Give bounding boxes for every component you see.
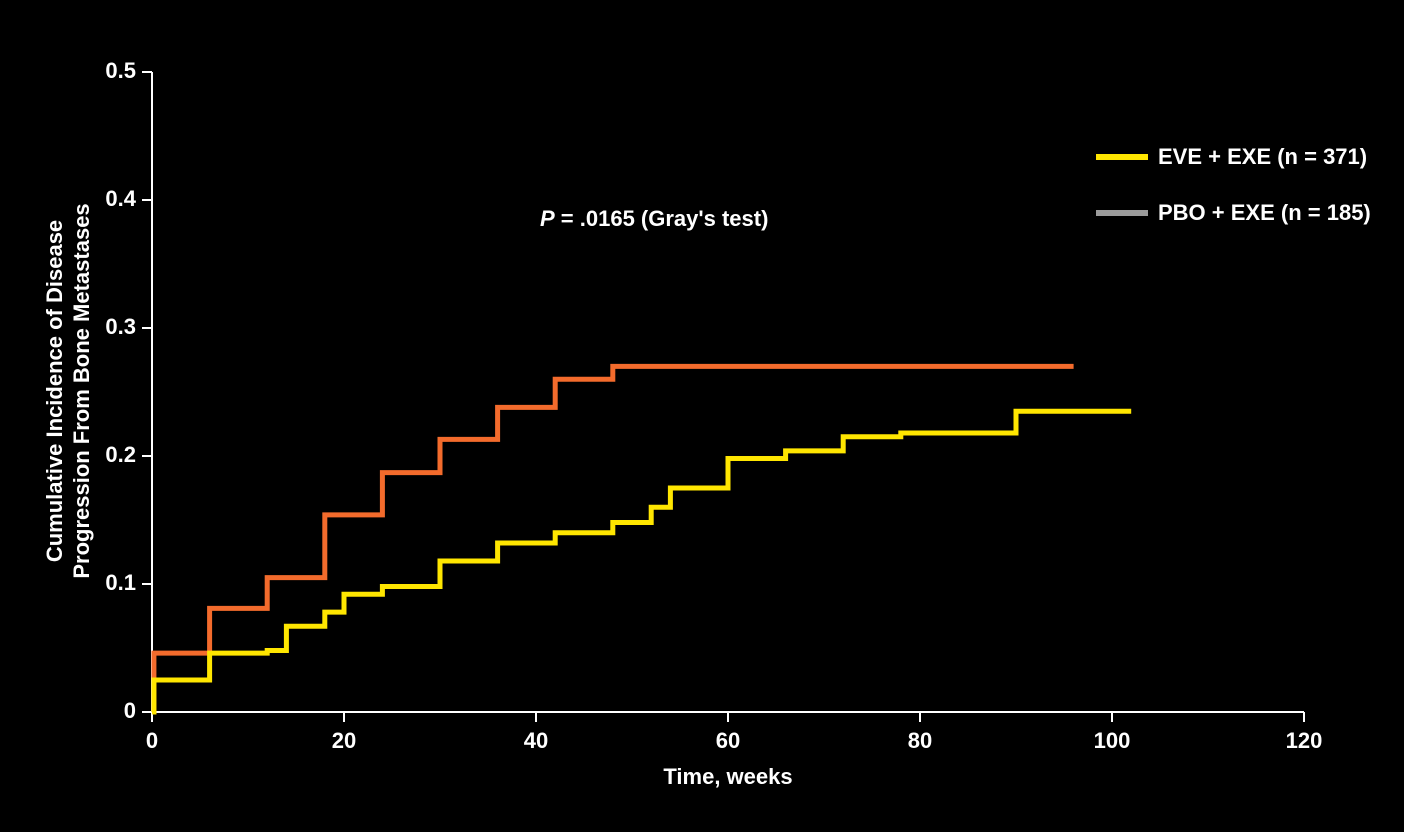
legend-swatch-0: [1096, 154, 1148, 160]
y-tick-label: 0.2: [105, 442, 136, 468]
x-tick-label: 20: [314, 728, 374, 754]
y-tick-label: 0.5: [105, 58, 136, 84]
x-tick-label: 80: [890, 728, 950, 754]
x-tick-label: 0: [122, 728, 182, 754]
p-value-annotation: P = .0165 (Gray's test): [540, 206, 768, 232]
y-axis-label-line1: Cumulative Incidence of Disease: [42, 191, 68, 591]
x-axis-label: Time, weeks: [152, 764, 1304, 790]
legend-swatch-1: [1096, 210, 1148, 216]
y-tick-label: 0.4: [105, 186, 136, 212]
x-tick-label: 40: [506, 728, 566, 754]
x-tick-label: 100: [1082, 728, 1142, 754]
y-tick-label: 0.1: [105, 570, 136, 596]
plot-svg: [0, 0, 1404, 832]
y-tick-label: 0: [124, 698, 136, 724]
y-axis-label-line2: Progression From Bone Metastases: [69, 191, 95, 591]
series-EVE+EXE: [152, 411, 1131, 712]
legend-item-0: EVE + EXE (n = 371): [1096, 144, 1367, 170]
chart-container: Cumulative Incidence of Disease Progress…: [0, 0, 1404, 832]
legend-label-1: PBO + EXE (n = 185): [1158, 200, 1371, 226]
x-tick-label: 60: [698, 728, 758, 754]
legend-label-0: EVE + EXE (n = 371): [1158, 144, 1367, 170]
legend-item-1: PBO + EXE (n = 185): [1096, 200, 1371, 226]
x-tick-label: 120: [1274, 728, 1334, 754]
y-tick-label: 0.3: [105, 314, 136, 340]
series-PBO+EXE: [152, 366, 1074, 712]
